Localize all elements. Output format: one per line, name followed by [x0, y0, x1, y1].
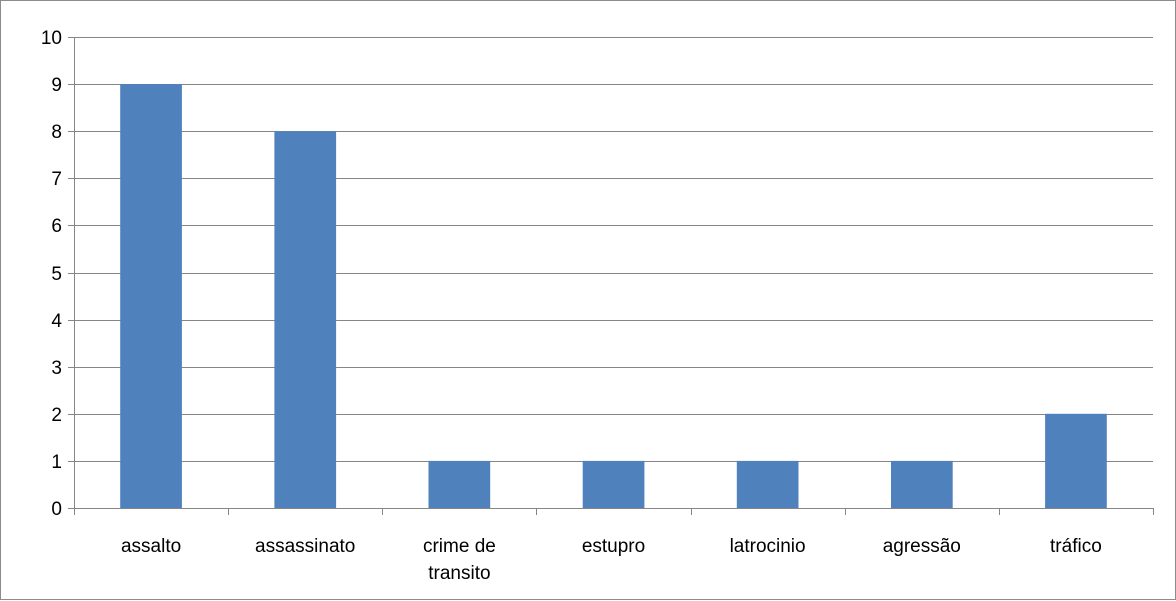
gridlines — [74, 37, 1153, 462]
bar — [891, 460, 953, 508]
y-tick-label: 2 — [51, 405, 62, 426]
y-tick-label: 0 — [51, 499, 62, 520]
y-tick-labels: 0 1 2 3 4 5 6 7 8 9 10 — [41, 28, 63, 520]
y-tick-label: 4 — [51, 311, 62, 332]
x-tick-label: assassinato — [255, 536, 355, 557]
y-tick-label: 3 — [51, 358, 62, 379]
y-tick-label: 7 — [51, 169, 62, 190]
bar — [736, 460, 799, 508]
y-tick-label: 1 — [51, 452, 62, 473]
bar — [582, 460, 645, 508]
x-tick-label: estupro — [582, 536, 645, 557]
x-tick-labels: assalto assassinato crime de transito estupr… — [121, 536, 1102, 584]
bars — [120, 84, 1107, 508]
bar — [120, 84, 182, 508]
bar — [428, 460, 491, 508]
y-tick-label: 10 — [41, 28, 62, 49]
bar — [1045, 413, 1107, 508]
x-tick-label: crime de transito — [423, 536, 496, 584]
y-tick-label: 6 — [51, 216, 62, 237]
y-tick-label: 9 — [51, 75, 62, 96]
bar — [274, 131, 337, 508]
y-tick-label: 8 — [51, 122, 62, 143]
x-tick-label: agressão — [883, 536, 961, 557]
y-tick-label: 5 — [51, 264, 62, 285]
axes — [68, 37, 1154, 515]
x-tick-label: latrocinio — [730, 536, 806, 557]
x-tick-label: tráfico — [1050, 536, 1102, 557]
x-tick-label: assalto — [121, 536, 181, 557]
